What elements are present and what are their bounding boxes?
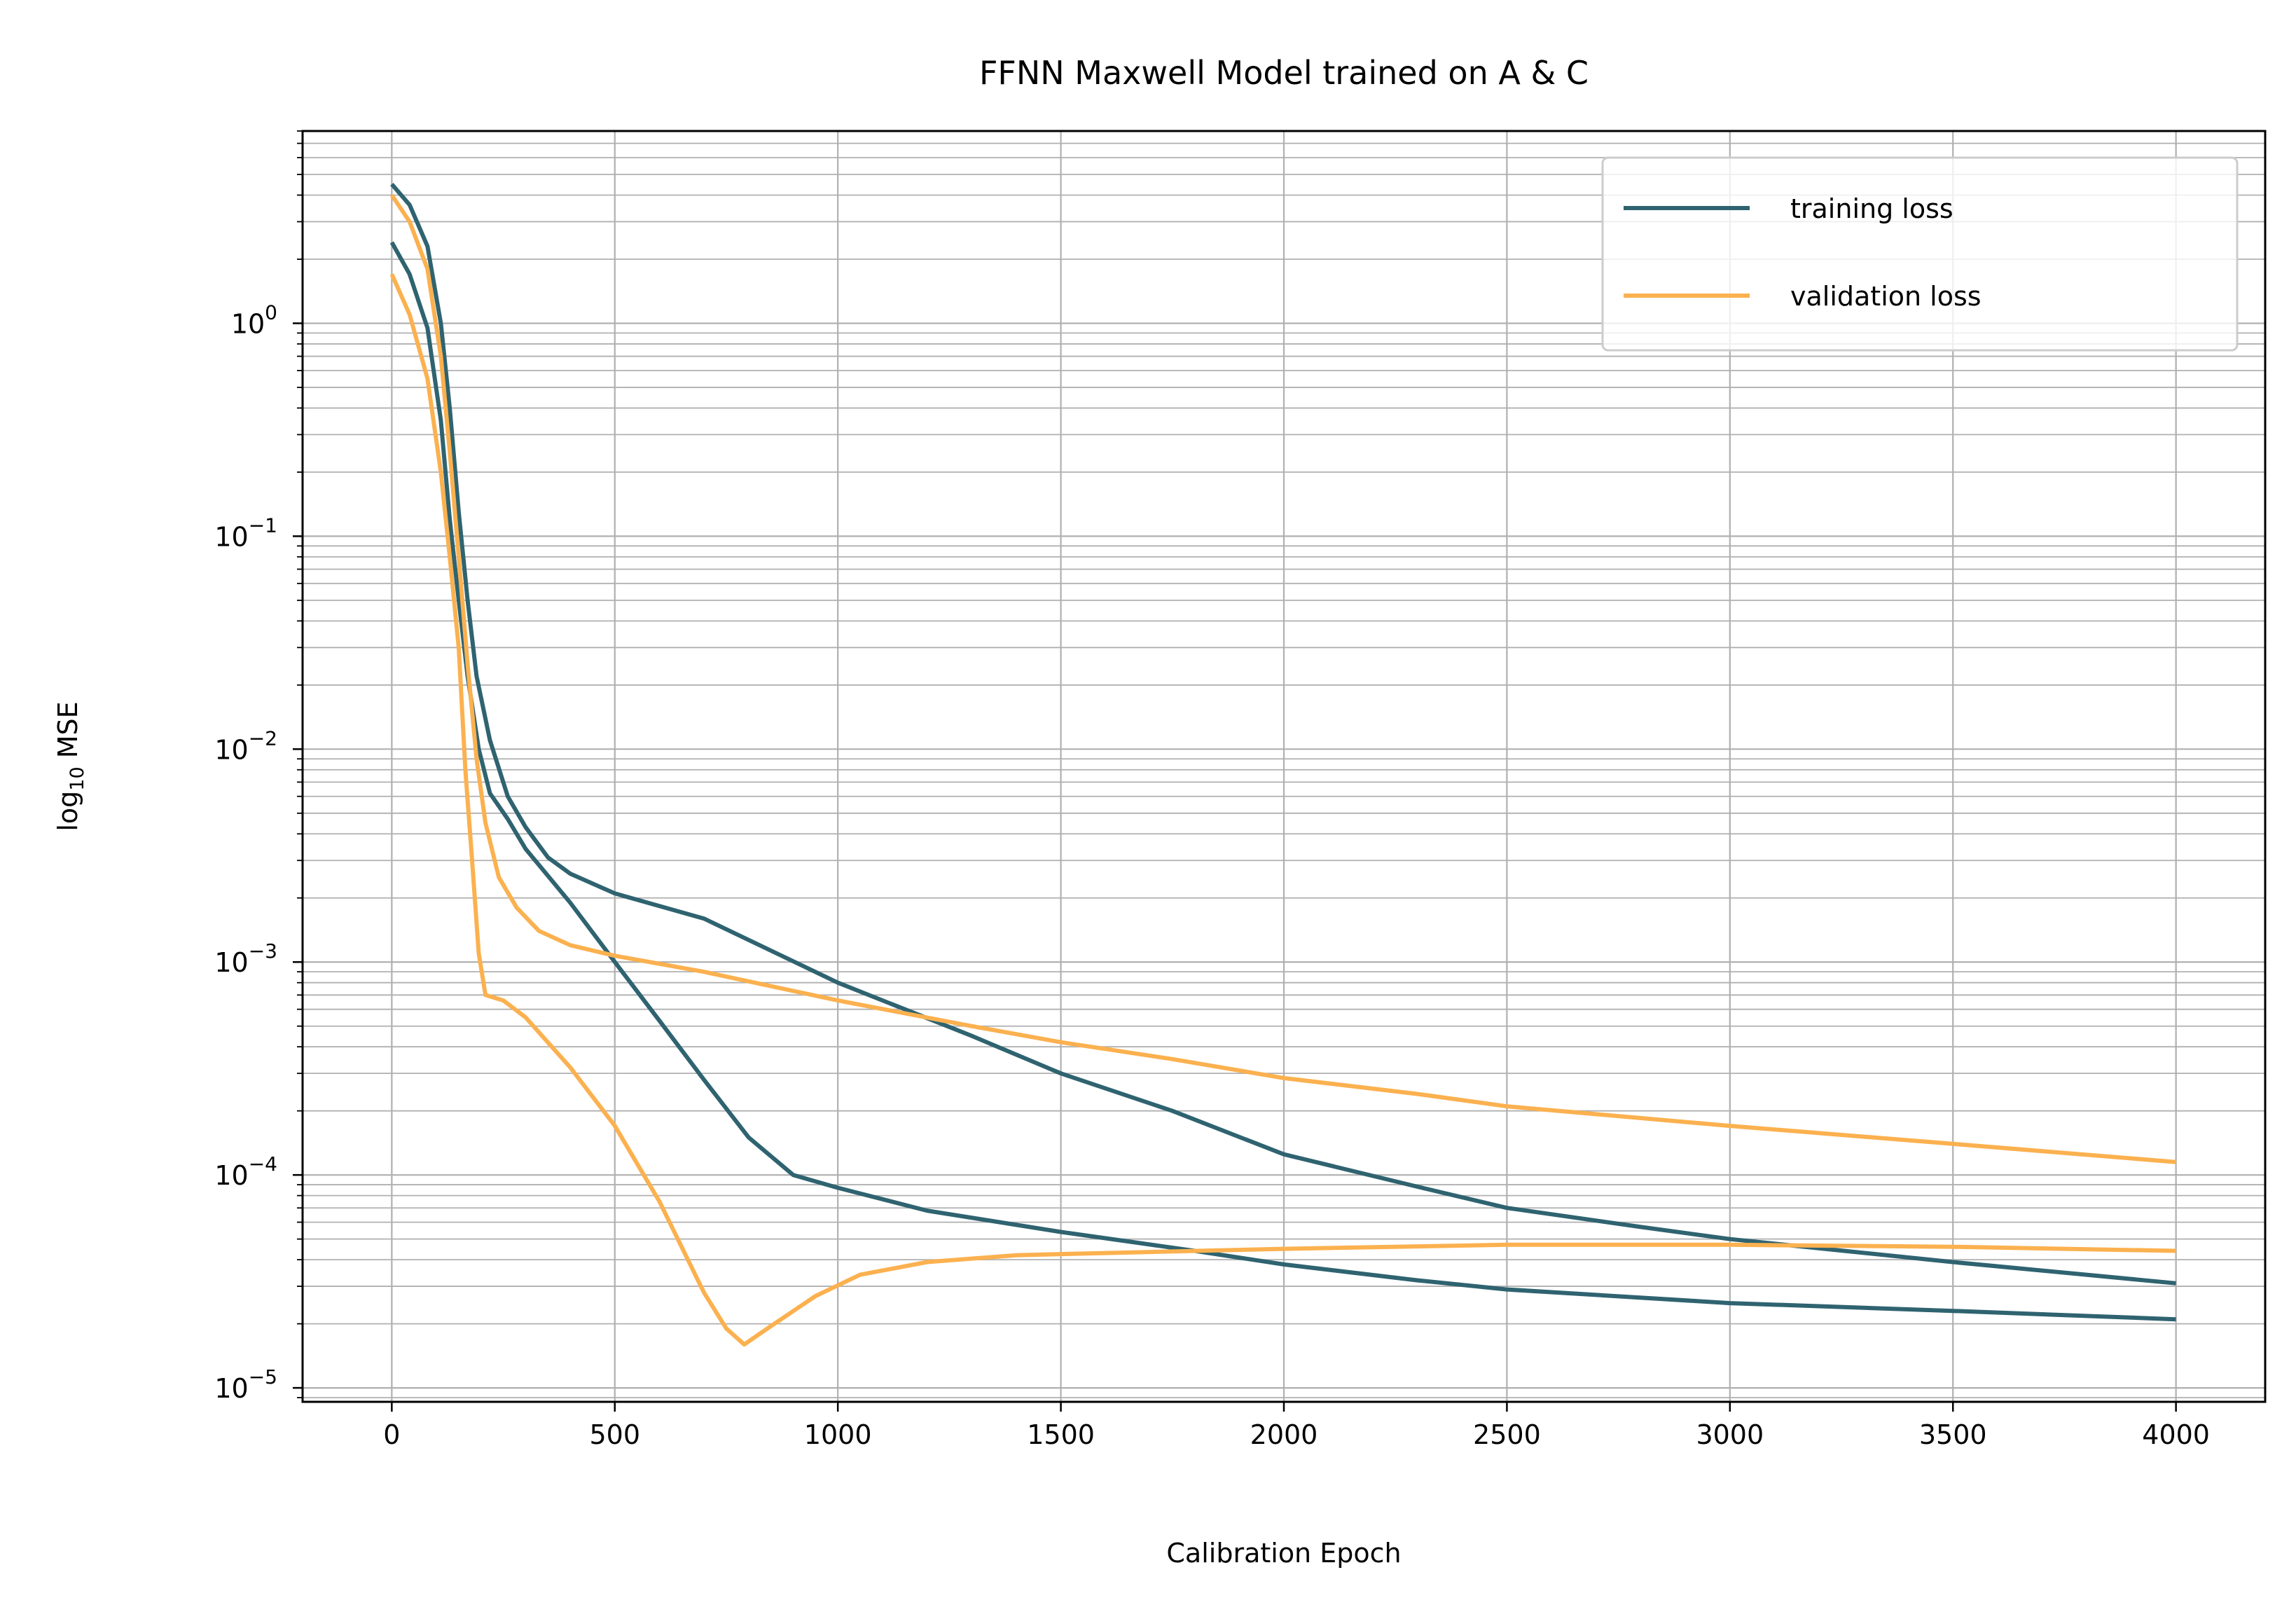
y-tick-label: 10−5 [214, 1365, 277, 1404]
y-tick-label: 10−3 [214, 939, 277, 978]
y-tick-label: 10−4 [214, 1152, 277, 1191]
y-tick-exponent: −2 [249, 726, 277, 750]
series-lines [389, 182, 2176, 1347]
y-tick-label: 100 [231, 301, 277, 339]
legend-label-validation-loss: validation loss [1790, 281, 1982, 312]
x-axis-label: Calibration Epoch [1166, 1538, 1401, 1569]
series-line-validation-loss [389, 193, 2176, 1164]
legend-box [1601, 156, 2239, 352]
y-tick-base: 10 [214, 521, 248, 552]
y-axis-label-suffix: MSE [53, 701, 83, 766]
y-axis-label: log10 MSE [53, 701, 88, 831]
x-tick-label: 2000 [1250, 1419, 1318, 1450]
y-tick-exponent: −3 [249, 939, 277, 963]
y-tick-base: 10 [231, 308, 265, 339]
y-tick-base: 10 [214, 1160, 248, 1191]
legend: training loss validation loss [1601, 156, 2239, 352]
x-tick-label: 2500 [1473, 1419, 1541, 1450]
x-tick-label: 1500 [1027, 1419, 1095, 1450]
x-tick-label: 500 [590, 1419, 641, 1450]
x-tick-label: 0 [383, 1419, 400, 1450]
x-tick-label: 3500 [1919, 1419, 1987, 1450]
y-axis-label-prefix: log [53, 791, 83, 832]
x-tick-label: 4000 [2142, 1419, 2210, 1450]
ticks: 0 500 1000 1500 2000 2500 3000 3500 400010010−11… [214, 130, 2210, 1450]
y-tick-exponent: −5 [249, 1365, 277, 1389]
y-tick-exponent: 0 [265, 301, 277, 324]
x-tick-label: 3000 [1696, 1419, 1764, 1450]
chart-title: FFNN Maxwell Model trained on A & C [979, 54, 1589, 92]
y-tick-label: 10−1 [214, 514, 277, 552]
y-tick-exponent: −1 [249, 514, 277, 537]
legend-label-training-loss: training loss [1790, 193, 1953, 224]
y-tick-base: 10 [214, 1373, 248, 1404]
y-tick-base: 10 [214, 734, 248, 765]
y-tick-base: 10 [214, 947, 248, 978]
y-tick-label: 10−2 [214, 726, 277, 765]
x-tick-label: 1000 [804, 1419, 872, 1450]
y-tick-exponent: −4 [249, 1152, 277, 1176]
y-axis-label-subscript: 10 [67, 766, 88, 790]
series-line-training-loss [389, 241, 2176, 1322]
series-line-training-loss [390, 182, 2176, 1286]
series-line-validation-loss [389, 273, 2176, 1347]
